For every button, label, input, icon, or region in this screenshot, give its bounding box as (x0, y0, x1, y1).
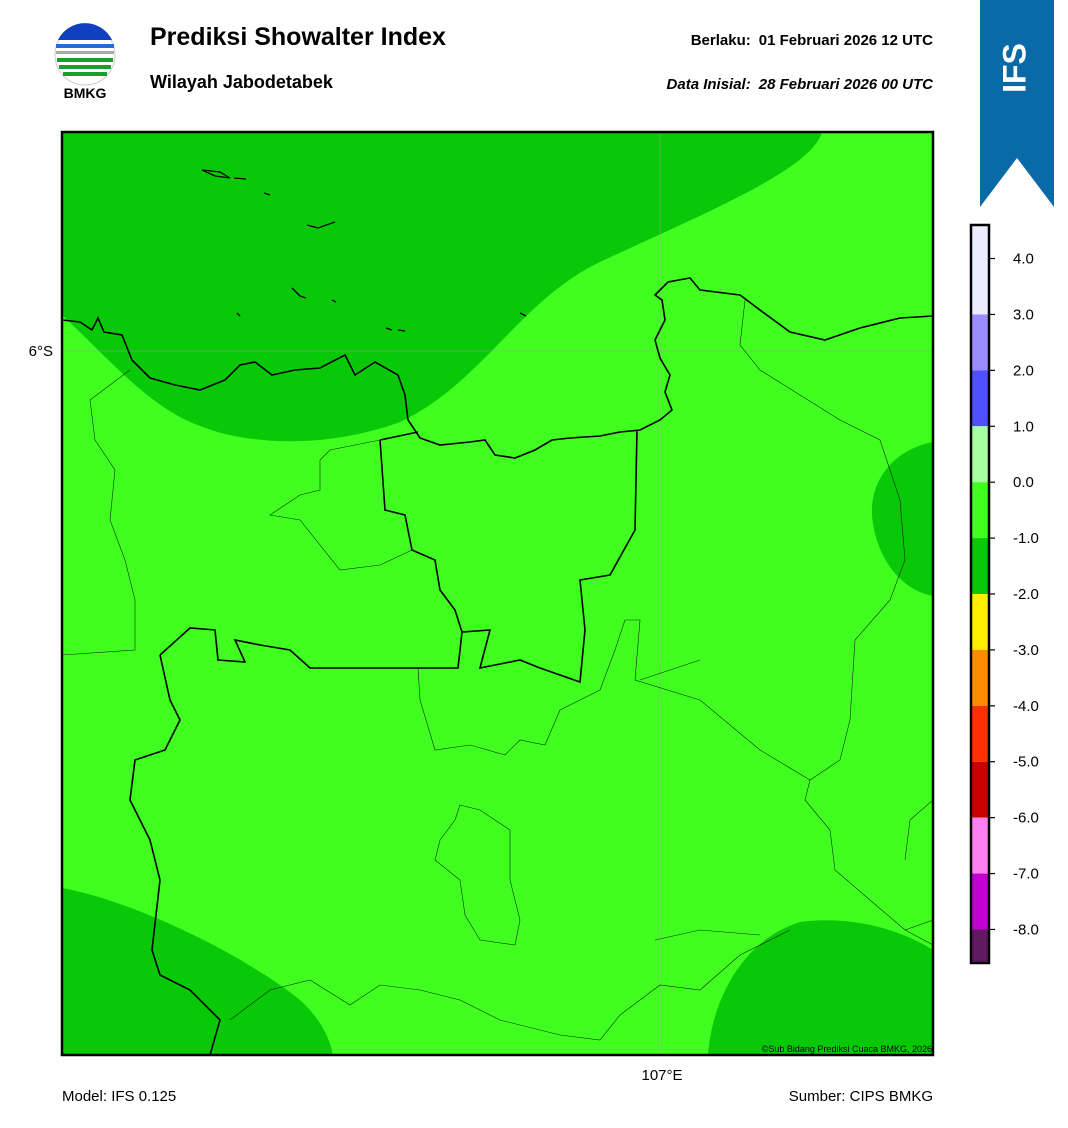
title: Prediksi Showalter Index (150, 23, 446, 51)
colorbar-bin (971, 314, 989, 371)
model-label: Model: IFS 0.125 (62, 1088, 176, 1105)
colorbar-tick-label: -1.0 (1013, 530, 1039, 547)
colorbar-tick-label: -3.0 (1013, 642, 1039, 659)
colorbar-bin (971, 705, 989, 762)
lon-label: 107°E (641, 1067, 682, 1084)
subtitle: Wilayah Jabodetabek (150, 72, 334, 92)
logo: BMKG (54, 23, 116, 101)
map (62, 132, 933, 1055)
colorbar-bin (971, 538, 989, 594)
colorbar-tick-label: -4.0 (1013, 698, 1039, 715)
colorbar-bin (971, 929, 989, 963)
map-frame (60, 130, 935, 1057)
colorbar-tick-label: 2.0 (1013, 362, 1034, 379)
badge-shape (980, 0, 1054, 207)
colorbar-bin (971, 225, 989, 315)
colorbar-tick-label: 3.0 (1013, 306, 1034, 323)
colorbar-tick-label: -6.0 (1013, 810, 1039, 827)
valid-label: Berlaku: (691, 32, 751, 49)
init-label: Data Inisial: (667, 76, 751, 93)
colorbar-tick-label: 0.0 (1013, 474, 1034, 491)
colorbar-bin (971, 873, 989, 930)
colorbar-bin (971, 761, 989, 818)
colorbar-tick-label: -7.0 (1013, 866, 1039, 883)
copyright: ©Sub Bidang Prediksi Cuaca BMKG, 2026 (762, 1044, 932, 1054)
logo-label: BMKG (64, 85, 107, 101)
init-value: 28 Februari 2026 00 UTC (758, 76, 934, 93)
colorbar-bin (971, 649, 989, 706)
valid-time: Berlaku: 01 Februari 2026 12 UTC (691, 32, 933, 49)
colorbar: 4.0 3.0 2.0 1.0 0.0 -1.0 -2.0 -3.0 -4.0 -5.0 -6.0 -… (969, 223, 1039, 965)
colorbar-bin (971, 482, 989, 539)
lat-label: 6°S (29, 343, 53, 360)
colorbar-bin (971, 594, 989, 650)
badge-label: IFS (996, 43, 1032, 93)
init-time: Data Inisial: 28 Februari 2026 00 UTC (667, 76, 935, 93)
colorbar-bin (971, 370, 989, 427)
colorbar-tick-label: -2.0 (1013, 586, 1039, 603)
source-label: Sumber: CIPS BMKG (789, 1088, 933, 1105)
colorbar-tick-label: -8.0 (1013, 921, 1039, 938)
colorbar-bin (971, 817, 989, 874)
colorbar-tick-label: -5.0 (1013, 754, 1039, 771)
valid-value: 01 Februari 2026 12 UTC (759, 32, 933, 49)
colorbar-tick-label: 1.0 (1013, 418, 1034, 435)
colorbar-bin (971, 426, 989, 483)
colorbar-tick-label: 4.0 (1013, 251, 1034, 268)
